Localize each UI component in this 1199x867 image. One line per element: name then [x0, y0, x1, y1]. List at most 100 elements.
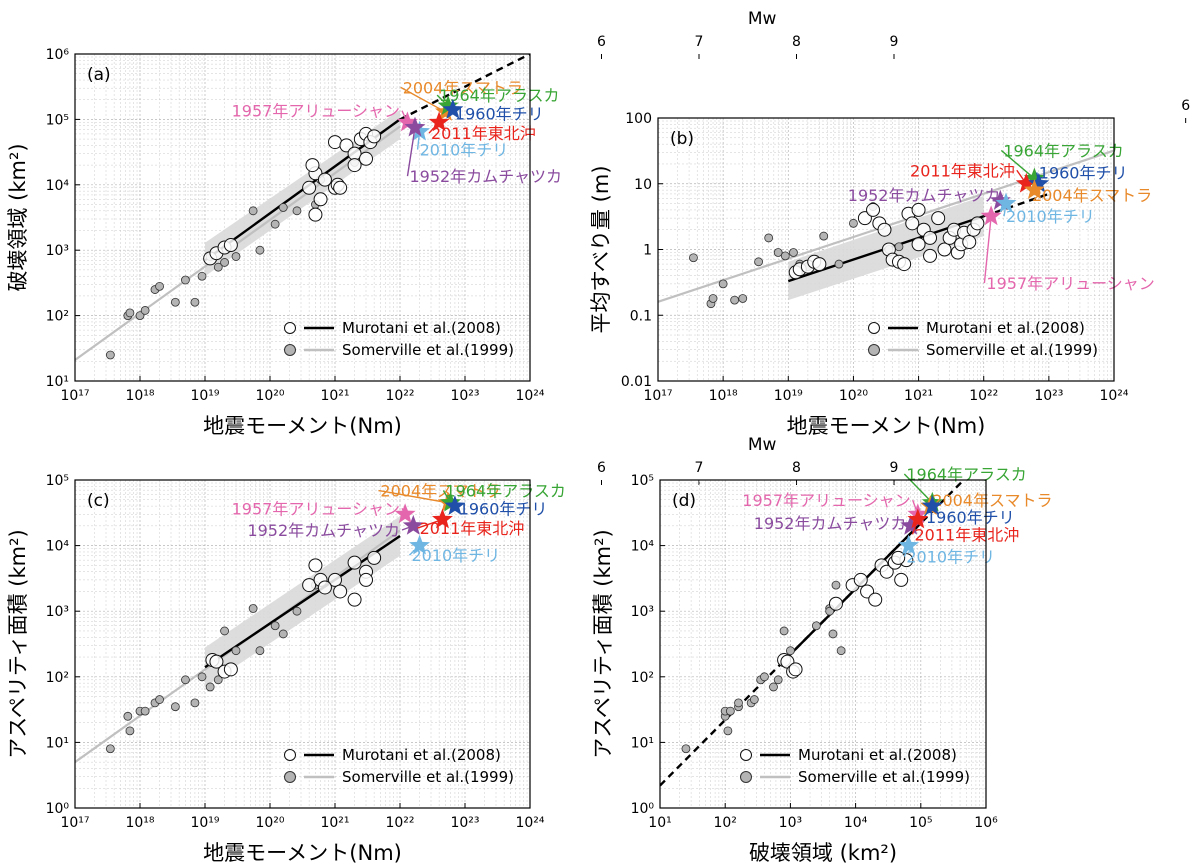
event-label: 1964年アラスカ [439, 86, 559, 105]
y-tick-label: 10⁵ [46, 473, 69, 489]
murotani-point [317, 172, 332, 187]
y-tick-label: 10 [634, 177, 652, 193]
somerville-point [270, 621, 280, 631]
somerville-point [123, 711, 133, 721]
somerville-point [828, 629, 838, 639]
event-star [1028, 172, 1050, 193]
murotani-point [313, 192, 328, 207]
event-connector [406, 127, 416, 177]
grid [660, 480, 986, 808]
panel-label: (b) [670, 129, 694, 149]
somerville-point [170, 297, 180, 307]
event-label: 1957年アリューシャン [986, 274, 1154, 293]
x-tick-label: 10²² [385, 815, 414, 831]
x-tick-label: 10²⁰ [255, 388, 284, 404]
somerville-point [105, 350, 115, 360]
somerville-point [155, 281, 164, 291]
event-label: 2010年チリ [420, 141, 509, 160]
event-star [907, 508, 929, 529]
legend-murotani-marker [284, 322, 296, 334]
x-tick-label: 10²³ [1034, 388, 1063, 404]
plot-area [75, 516, 401, 764]
event-connector [903, 473, 933, 504]
top-tick-label: 6 [597, 460, 606, 476]
y-tick-label: 10¹ [46, 735, 69, 751]
legend-murotani-marker [868, 322, 880, 334]
event-label: 2011年東北沖 [420, 519, 525, 538]
murotani-point [333, 584, 348, 599]
x-tick-label: 10¹⁸ [709, 388, 738, 404]
axes-frame [659, 479, 987, 809]
top-tick-label: 8 [792, 460, 801, 476]
murotani-point [359, 572, 374, 587]
legend-somerville-label: Somerville et al.(1999) [342, 768, 514, 786]
regression-line-extrapolation [660, 480, 966, 787]
event-star [442, 98, 464, 119]
somerville-point [278, 203, 288, 212]
axes-frame [74, 479, 531, 809]
murotani-point [931, 211, 946, 226]
event-label: 1952年カムチャツカ [848, 186, 1001, 205]
x-tick-label: 10²³ [450, 815, 479, 831]
event-star [428, 111, 450, 132]
y-tick-label: 10³ [46, 604, 69, 620]
event-star [409, 534, 430, 555]
plot-area [660, 480, 966, 787]
y-axis-title: 平均すべり量 (m) [589, 165, 613, 333]
y-tick-label: 10² [46, 670, 69, 686]
y-axis-title: アスペリティ面積 (km²) [6, 529, 30, 758]
legend-somerville-marker [740, 771, 752, 783]
event-label: 1960年チリ [1039, 164, 1128, 183]
event-connector [983, 216, 992, 284]
top-tick-label: 9 [890, 34, 899, 50]
x-tick-label: 10¹⁸ [125, 815, 154, 831]
somerville-point [292, 606, 302, 616]
event-star [394, 503, 416, 524]
y-tick-label: 0.1 [630, 308, 652, 324]
somerville-point [255, 245, 265, 255]
y-tick-label: 10⁴ [46, 178, 70, 194]
legend-murotani-label: Murotani et al.(2008) [798, 746, 957, 764]
somerville-point [170, 702, 180, 712]
event-label: 2004年スマトラ [932, 491, 1052, 510]
x-tick-label: 10²³ [450, 388, 479, 404]
event-connector [378, 489, 449, 504]
murotani-point [877, 222, 892, 237]
y-tick-label: 10⁵ [631, 473, 654, 489]
event-label: 2011年東北沖 [910, 161, 1015, 180]
y-tick-label: 1 [643, 243, 652, 259]
event-star [404, 116, 426, 137]
x-axis-title: 地震モーメント(Nm) [787, 414, 986, 438]
somerville-point [769, 682, 778, 692]
murotani-point [308, 207, 323, 222]
event-label: 1960年チリ [926, 508, 1015, 527]
murotani-point [868, 592, 883, 607]
event-star [444, 495, 466, 515]
murotani-point [828, 596, 843, 611]
event-label: 1960年チリ [459, 499, 548, 518]
legend-somerville-label: Somerville et al.(1999) [342, 341, 514, 359]
x-tick-label: 10¹⁷ [60, 815, 89, 831]
somerville-point [197, 672, 207, 682]
y-tick-label: 0.01 [621, 374, 652, 390]
somerville-point [197, 271, 207, 281]
event-star [900, 514, 922, 535]
somerville-point [125, 308, 135, 318]
event-label: 1964年アラスカ [445, 482, 565, 501]
x-tick-label: 10²¹ [904, 388, 933, 404]
y-tick-label: 10⁶ [46, 47, 70, 63]
somerville-point [125, 726, 135, 736]
top-tick-label: 7 [695, 34, 704, 50]
event-star [989, 189, 1011, 210]
x-tick-label: 10²⁰ [255, 815, 284, 831]
y-tick-label: 10⁴ [631, 539, 655, 555]
top-tick-label: 7 [695, 460, 704, 476]
event-star [1023, 167, 1045, 188]
murotani-point [788, 662, 803, 677]
legend-somerville-label: Somerville et al.(1999) [798, 768, 970, 786]
somerville-point [834, 259, 844, 269]
y-tick-label: 100 [625, 111, 652, 127]
x-tick-label: 10¹⁸ [125, 388, 154, 404]
